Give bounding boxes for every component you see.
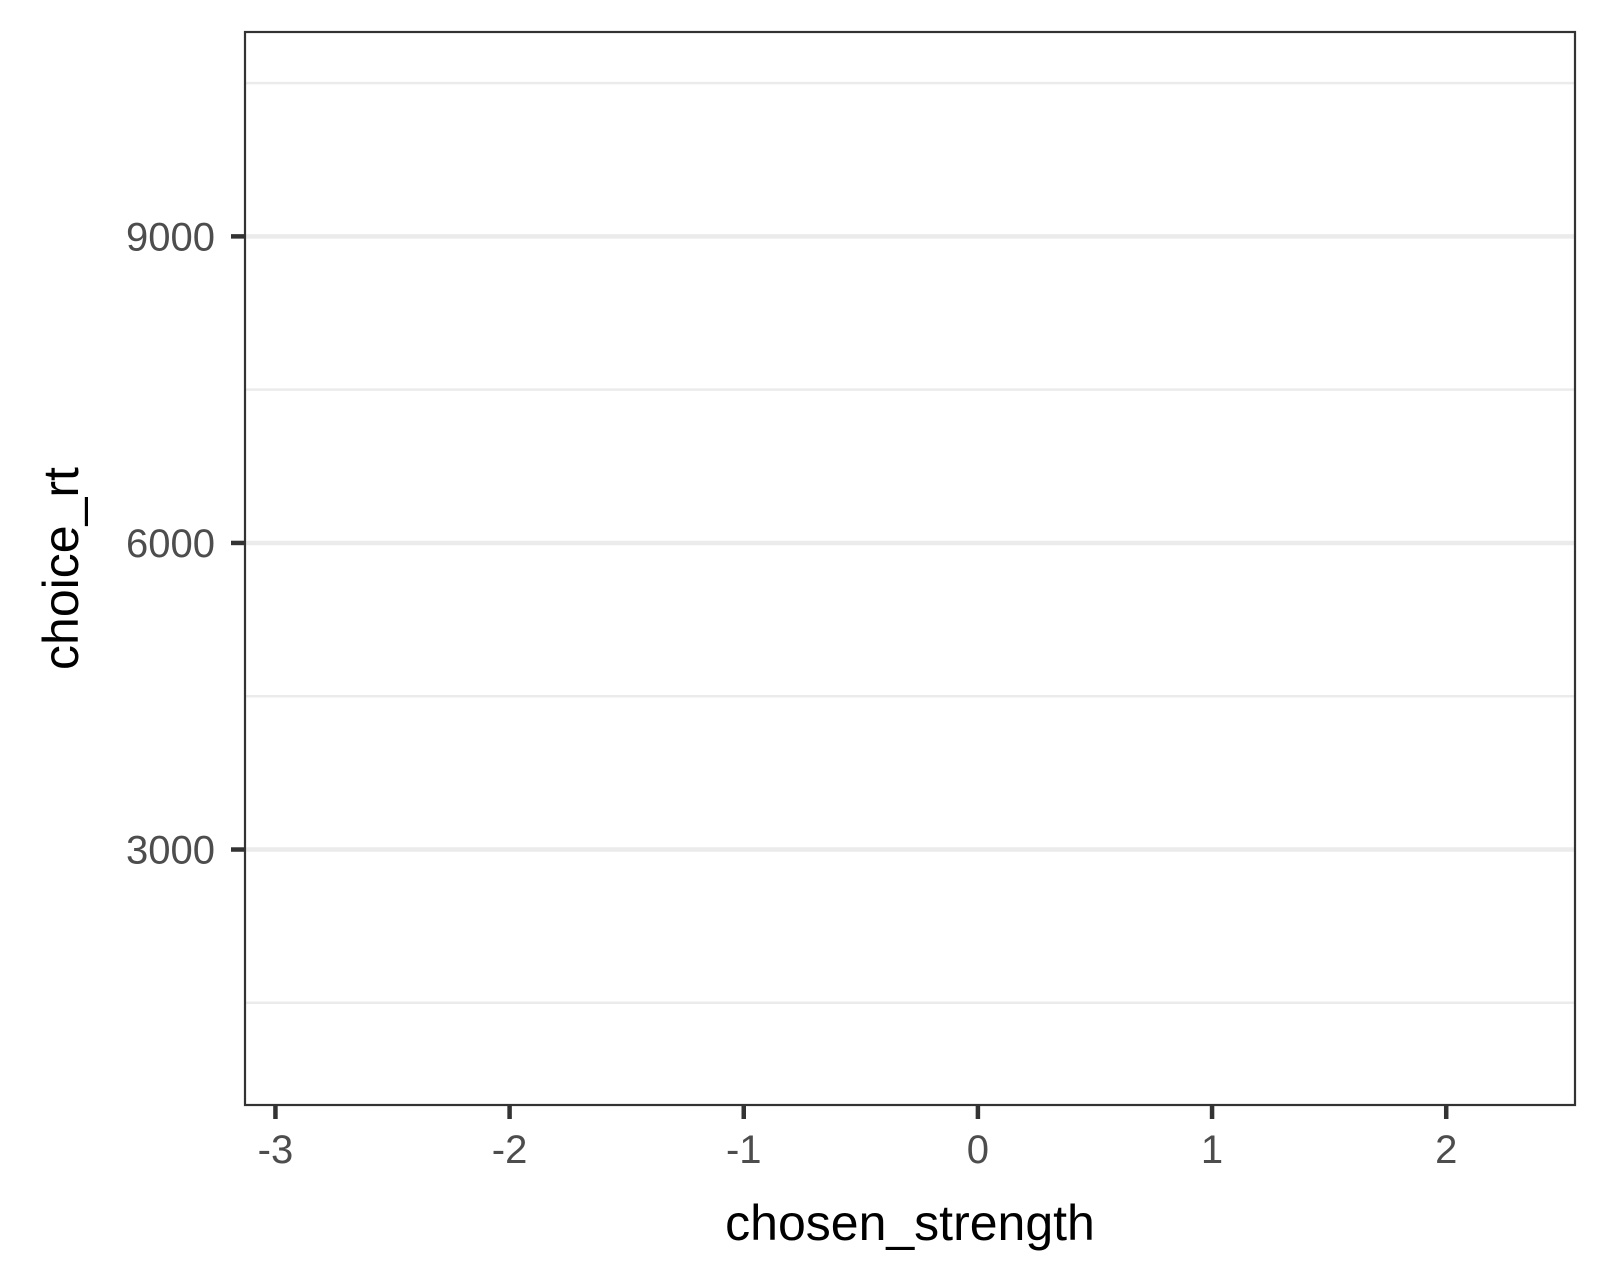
y-tick-label: 9000 xyxy=(126,215,215,259)
y-tick-label: 3000 xyxy=(126,829,215,873)
x-tick-label: 0 xyxy=(967,1128,989,1172)
x-axis: -3 -2 -1 0 1 2 xyxy=(258,1105,1457,1172)
y-axis: 3000 6000 9000 xyxy=(126,215,245,873)
x-tick-label: 2 xyxy=(1435,1128,1457,1172)
x-tick-label: 1 xyxy=(1201,1128,1223,1172)
y-tick-label: 6000 xyxy=(126,522,215,566)
x-axis-title: chosen_strength xyxy=(725,1195,1095,1251)
x-tick-label: -2 xyxy=(492,1128,528,1172)
panel-border xyxy=(243,30,1577,1107)
grid-layer xyxy=(245,81,1575,1005)
y-axis-title: choice_rt xyxy=(33,467,89,670)
x-tick-label: -1 xyxy=(726,1128,762,1172)
x-tick-label: -3 xyxy=(258,1128,294,1172)
